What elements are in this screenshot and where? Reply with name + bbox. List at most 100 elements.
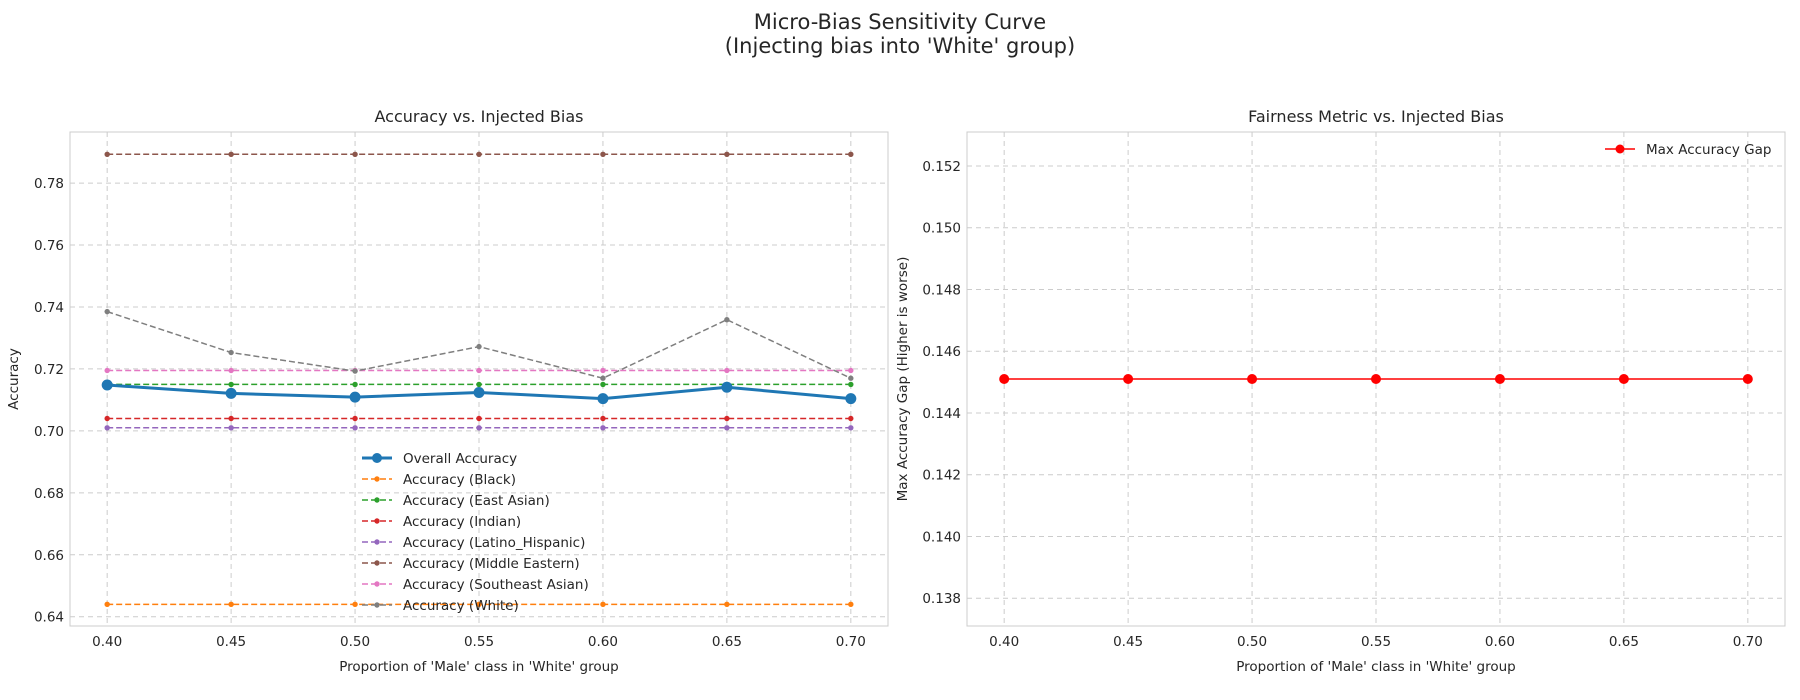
data-point xyxy=(476,415,482,422)
x-tick-label: 0.40 xyxy=(92,634,122,650)
data-point xyxy=(476,425,482,431)
x-tick-label: 0.60 xyxy=(1485,634,1515,650)
x-tick-label: 0.50 xyxy=(1237,634,1267,650)
data-point xyxy=(600,367,606,374)
data-point xyxy=(352,381,358,388)
chart-panel-1: 0.40 0.45 0.50 0.55 0.60 0.65 0.70 0.64 0.66 0.68… xyxy=(6,107,889,675)
data-point xyxy=(1494,374,1505,384)
data-point xyxy=(352,425,358,431)
legend-item: Accuracy (White) xyxy=(362,598,519,614)
plot-frame xyxy=(69,131,889,627)
legend-label: Accuracy (Black) xyxy=(403,472,516,488)
legend-marker xyxy=(374,560,380,566)
data-point xyxy=(845,393,857,405)
data-point xyxy=(104,308,110,315)
legend-marker xyxy=(374,539,380,545)
data-point xyxy=(104,367,110,374)
x-tick-label: 0.50 xyxy=(340,634,370,650)
data-point xyxy=(724,367,730,374)
x-axis-label: Proportion of 'Male' class in 'White' gr… xyxy=(339,659,619,675)
data-point xyxy=(600,151,606,157)
data-point xyxy=(352,601,358,608)
data-point xyxy=(724,415,730,422)
data-point xyxy=(597,393,609,405)
figure-title-line2: (Injecting bias into 'White' group) xyxy=(724,34,1076,58)
data-point xyxy=(848,415,854,422)
y-tick-label: 0.146 xyxy=(922,344,961,360)
legend-label: Accuracy (White) xyxy=(403,598,519,614)
y-axis-label: Accuracy xyxy=(6,348,22,410)
data-point xyxy=(600,381,606,388)
data-point xyxy=(848,425,854,431)
data-point xyxy=(1618,374,1629,384)
x-tick-label: 0.70 xyxy=(1733,634,1763,650)
legend-marker xyxy=(372,453,382,463)
data-point xyxy=(225,387,237,399)
figure-title-line1: Micro-Bias Sensitivity Curve xyxy=(753,10,1047,34)
series-1 xyxy=(104,601,854,608)
legend-label: Accuracy (Indian) xyxy=(403,514,521,530)
x-tick-label: 0.55 xyxy=(464,634,494,650)
legend-label: Overall Accuracy xyxy=(403,451,517,467)
x-tick-label: 0.45 xyxy=(1113,634,1143,650)
data-point xyxy=(228,415,234,422)
data-point xyxy=(104,425,110,431)
data-point xyxy=(352,368,358,374)
data-point xyxy=(228,349,234,356)
data-point xyxy=(352,415,358,422)
data-point xyxy=(848,367,854,374)
x-tick-label: 0.65 xyxy=(1609,634,1639,650)
legend-item: Accuracy (Middle Eastern) xyxy=(362,556,580,572)
data-point xyxy=(476,601,482,608)
y-tick-label: 0.66 xyxy=(34,548,64,564)
legend: Overall Accuracy Accuracy (Black) Accuracy… xyxy=(362,451,589,614)
data-point xyxy=(724,151,730,157)
data-point xyxy=(1371,374,1381,384)
data-point xyxy=(600,415,606,422)
data-point xyxy=(104,415,110,422)
data-point xyxy=(724,601,730,608)
data-point xyxy=(228,425,234,431)
chart-panel-2: 0.40 0.45 0.50 0.55 0.60 0.65 0.70 0.138 0.140 0.… xyxy=(895,107,1786,675)
data-point xyxy=(724,316,730,323)
legend-item: Overall Accuracy xyxy=(362,451,517,467)
series-4 xyxy=(104,425,854,431)
y-tick-label: 0.138 xyxy=(922,591,961,607)
y-tick-label: 0.148 xyxy=(922,282,961,298)
legend-marker xyxy=(374,497,380,503)
data-point xyxy=(228,367,234,374)
legend-label: Accuracy (Southeast Asian) xyxy=(403,577,589,593)
x-tick-label: 0.65 xyxy=(712,634,742,650)
data-point xyxy=(228,381,234,388)
data-point xyxy=(476,343,482,350)
x-tick-label: 0.60 xyxy=(588,634,618,650)
series-7 xyxy=(104,308,854,381)
y-tick-label: 0.74 xyxy=(34,300,64,316)
y-tick-label: 0.144 xyxy=(922,406,961,422)
data-point xyxy=(476,151,482,157)
series-3 xyxy=(104,415,854,422)
legend-label: Max Accuracy Gap xyxy=(1646,142,1771,158)
y-tick-label: 0.142 xyxy=(922,468,961,484)
data-point xyxy=(228,601,234,608)
y-tick-label: 0.70 xyxy=(34,424,64,440)
legend-item: Accuracy (East Asian) xyxy=(362,493,550,509)
data-point xyxy=(600,601,606,608)
data-point xyxy=(600,425,606,431)
y-axis-label: Max Accuracy Gap (Higher is worse) xyxy=(895,257,911,502)
legend: Max Accuracy Gap xyxy=(1605,142,1771,158)
y-tick-label: 0.72 xyxy=(34,362,64,378)
x-tick-label: 0.45 xyxy=(216,634,246,650)
legend-marker xyxy=(374,581,380,587)
y-tick-label: 0.78 xyxy=(34,176,64,192)
data-point xyxy=(1742,374,1753,384)
legend-item: Accuracy (Indian) xyxy=(362,514,521,530)
legend-label: Accuracy (Middle Eastern) xyxy=(403,556,580,572)
x-tick-label: 0.55 xyxy=(1361,634,1391,650)
x-tick-label: 0.40 xyxy=(989,634,1019,650)
y-tick-label: 0.152 xyxy=(922,159,961,175)
y-tick-label: 0.150 xyxy=(922,221,961,237)
data-point xyxy=(476,381,482,388)
legend-item: Accuracy (Black) xyxy=(362,472,516,488)
